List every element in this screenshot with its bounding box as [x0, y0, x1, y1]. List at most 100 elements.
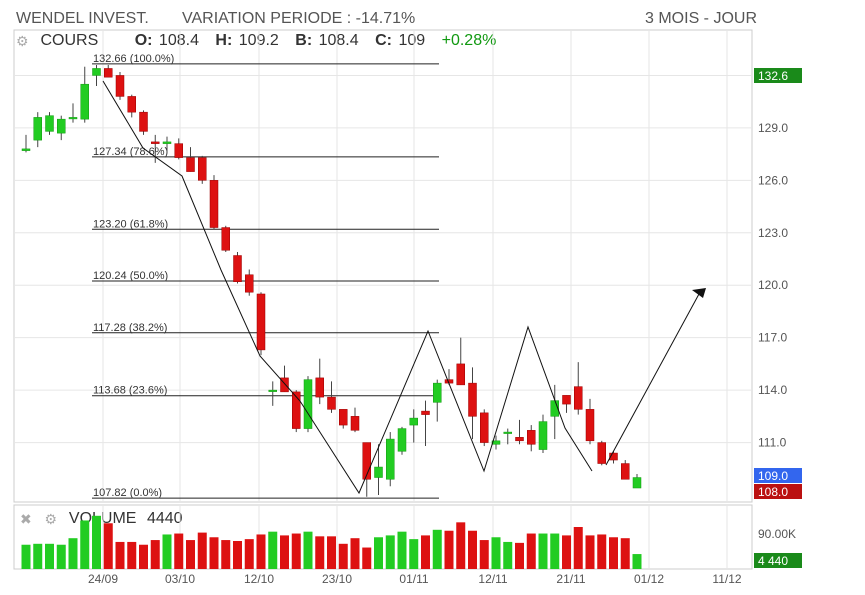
- x-tick-label: 03/10: [165, 572, 195, 586]
- candle-body: [386, 438, 395, 480]
- volume-bar: [550, 533, 560, 569]
- volume-bar: [150, 540, 160, 569]
- volume-bar: [421, 535, 430, 569]
- candle-body: [421, 410, 430, 415]
- volume-bar: [573, 527, 583, 569]
- projection-line: [605, 293, 700, 466]
- volume-bar: [115, 541, 125, 569]
- volume-bar: [515, 542, 524, 569]
- volume-bar: [268, 531, 278, 569]
- volume-bar: [45, 543, 54, 569]
- close-label: C:: [375, 32, 392, 49]
- volume-bar: [291, 533, 301, 569]
- x-tick-label: 24/09: [88, 572, 118, 586]
- volume-bar: [350, 538, 360, 569]
- y-tick-label: 123.0: [758, 226, 788, 240]
- volume-bar: [244, 539, 254, 569]
- candle-body: [151, 141, 160, 144]
- volume-bar: [21, 544, 31, 569]
- x-tick-label: 23/10: [322, 572, 352, 586]
- price-panel-frame: [13, 29, 753, 503]
- candle-body: [198, 157, 207, 181]
- high-label: H:: [215, 32, 233, 49]
- instrument-title: WENDEL INVEST.: [16, 10, 149, 27]
- candle-body: [115, 75, 125, 97]
- fib-label: 117.28 (38.2%): [93, 322, 167, 334]
- volume-bar: [33, 543, 43, 569]
- volume-bar: [374, 537, 383, 569]
- candle-body: [632, 477, 642, 489]
- candle-body: [456, 363, 465, 386]
- volume-bar: [327, 536, 336, 569]
- fib-label: 113.68 (23.6%): [93, 385, 167, 397]
- volume-bar: [397, 531, 407, 569]
- gear-icon[interactable]: ⚙: [16, 33, 29, 49]
- x-tick-label: 12/10: [244, 572, 274, 586]
- volume-bar: [233, 541, 242, 569]
- volume-bar: [409, 539, 419, 569]
- volume-bar: [526, 533, 536, 569]
- open-label: O:: [134, 32, 153, 49]
- volume-bar: [491, 537, 501, 569]
- volume-badge: [754, 553, 802, 568]
- low-label: B:: [295, 32, 313, 49]
- volume-bar: [80, 520, 90, 569]
- volume-bar: [162, 534, 172, 569]
- candle-body: [268, 389, 277, 392]
- fib-label: 132.66 (100.0%): [93, 53, 174, 65]
- candle-body: [597, 442, 606, 464]
- volume-bar: [256, 534, 266, 569]
- period-variation: VARIATION PERIODE : -14.71%: [182, 10, 416, 27]
- volume-bar: [103, 523, 113, 569]
- volume-bar: [632, 554, 642, 569]
- last-price-badge: [754, 68, 802, 83]
- volume-bar: [609, 537, 618, 569]
- candle-body: [409, 417, 418, 426]
- candle-body: [245, 274, 254, 293]
- candle-body: [303, 379, 313, 429]
- candle-body: [515, 437, 524, 442]
- fib-label: 123.20 (61.8%): [93, 218, 168, 230]
- volume-bar: [620, 538, 630, 569]
- volume-bar: [315, 536, 325, 569]
- gear-icon[interactable]: ⚙: [44, 511, 58, 527]
- candle-body: [327, 396, 336, 410]
- candle-body: [233, 255, 242, 282]
- close-icon[interactable]: ✖: [20, 511, 32, 527]
- volume-bar: [92, 515, 101, 569]
- trend-zigzag: [102, 80, 593, 495]
- volume-bar: [56, 544, 66, 569]
- candle-body: [104, 68, 113, 78]
- volume-bar: [303, 531, 313, 569]
- x-tick-label: 01/12: [634, 572, 664, 586]
- candle-body: [209, 180, 219, 228]
- candle-body: [609, 452, 618, 461]
- volume-bar: [385, 535, 395, 569]
- volume-bar: [597, 534, 607, 569]
- change-value: +0.28%: [441, 32, 497, 49]
- volume-bar: [139, 544, 148, 569]
- candle-body: [80, 83, 89, 120]
- series-name: COURS: [40, 32, 99, 49]
- candle-body: [538, 421, 548, 450]
- candle-body: [33, 117, 42, 141]
- fib-label: 120.24 (50.0%): [93, 270, 168, 282]
- candle-body: [339, 409, 348, 426]
- period-selector[interactable]: 3 MOIS - JOUR: [645, 10, 758, 27]
- candle-body: [527, 430, 536, 445]
- volume-bar: [186, 540, 195, 569]
- candle-body: [162, 141, 172, 144]
- x-tick-label: 11/12: [712, 572, 741, 586]
- volume-bar: [456, 522, 466, 569]
- volume-bar: [221, 540, 231, 569]
- close-price-badge-label: 109.0: [758, 469, 788, 483]
- candle-body: [503, 431, 512, 434]
- volume-bar: [538, 533, 548, 569]
- x-tick-label: 12/11: [478, 572, 507, 586]
- candle-body: [562, 395, 571, 405]
- y-tick-label: 111.0: [758, 436, 787, 450]
- low-value: 108.4: [318, 32, 359, 49]
- last-price-badge-label: 132.6: [758, 69, 788, 83]
- volume-tick-label: 90.00K: [758, 527, 796, 541]
